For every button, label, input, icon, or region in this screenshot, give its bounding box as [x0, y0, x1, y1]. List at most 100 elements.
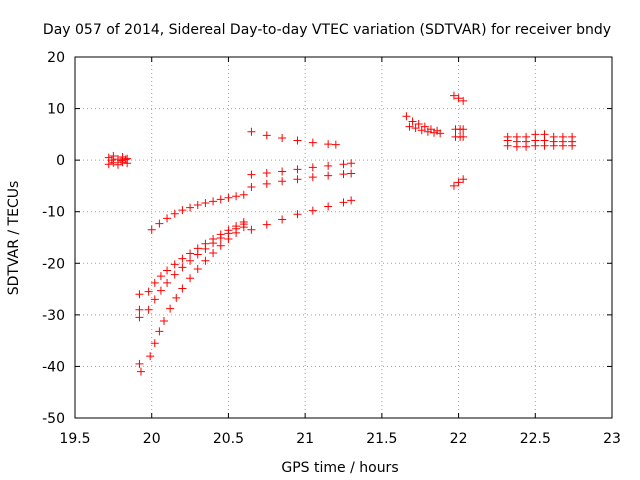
data-point — [247, 170, 256, 179]
series-arc-lower-mid — [144, 220, 248, 314]
data-point — [324, 171, 333, 180]
data-point — [156, 286, 165, 295]
series-segment-m5 — [247, 169, 356, 191]
data-point — [247, 182, 256, 191]
data-point — [531, 141, 540, 150]
data-point — [163, 266, 172, 275]
data-point — [209, 239, 218, 248]
ticks-layer: 19.5 20 20.5 21 21.5 22 22.5 23 20 10 0 -10 -20 -30 -4… — [42, 50, 621, 447]
data-point — [293, 210, 302, 219]
y-tick-label: -10 — [42, 205, 65, 221]
data-point — [201, 256, 210, 265]
data-point — [459, 132, 468, 141]
x-tick-label: 20 — [143, 431, 161, 447]
data-point — [224, 193, 233, 202]
data-point — [459, 96, 468, 105]
x-tick-label: 21.5 — [366, 431, 397, 447]
data-point — [150, 278, 159, 287]
data-point — [224, 235, 233, 244]
x-tick-label: 19.5 — [59, 431, 90, 447]
data-point — [156, 272, 165, 281]
data-point — [293, 136, 302, 145]
data-point — [155, 219, 164, 228]
data-point — [178, 263, 187, 272]
data-point — [568, 141, 577, 150]
data-point — [201, 244, 210, 253]
data-point — [155, 327, 164, 336]
data-point — [209, 248, 218, 257]
y-tick-label: -50 — [42, 411, 65, 427]
series-segment-m3 — [247, 159, 356, 179]
data-point — [417, 126, 426, 135]
data-point — [408, 117, 417, 126]
data-point — [247, 225, 256, 234]
data-point — [135, 305, 144, 314]
data-point — [104, 160, 113, 169]
data-point — [262, 179, 271, 188]
data-point — [278, 177, 287, 186]
series-cluster-22.0 — [449, 91, 468, 190]
data-point — [135, 290, 144, 299]
data-point — [239, 223, 248, 232]
data-point — [216, 234, 225, 243]
data-point — [170, 209, 179, 218]
data-point — [170, 270, 179, 279]
data-point — [150, 339, 159, 348]
data-point — [186, 274, 195, 283]
data-point — [107, 156, 116, 165]
data-point — [449, 91, 458, 100]
data-point — [121, 155, 130, 164]
data-point — [454, 94, 463, 103]
data-point — [411, 124, 420, 133]
data-point — [308, 138, 317, 147]
data-point — [123, 159, 132, 168]
x-tick-label: 23 — [603, 431, 621, 447]
data-point — [423, 127, 432, 136]
data-point — [339, 170, 348, 179]
data-point — [503, 141, 512, 150]
data-point — [144, 287, 153, 296]
data-point — [459, 175, 468, 184]
data-point — [558, 141, 567, 150]
data-point — [339, 198, 348, 207]
data-point — [186, 203, 195, 212]
data-point — [209, 197, 218, 206]
data-point — [549, 141, 558, 150]
data-point — [402, 112, 411, 121]
series-cluster-22.5 — [503, 130, 577, 151]
y-tick-label: 20 — [47, 50, 65, 66]
x-tick-label: 22.5 — [520, 431, 551, 447]
series-arc-bottom — [146, 223, 248, 361]
data-point — [178, 206, 187, 215]
data-point — [436, 129, 445, 138]
data-point — [324, 202, 333, 211]
data-point — [178, 254, 187, 263]
data-point — [347, 196, 356, 205]
data-point — [262, 131, 271, 140]
x-tick-label: 20.5 — [213, 431, 244, 447]
y-tick-label: 0 — [56, 153, 65, 169]
data-point — [247, 127, 256, 136]
data-point — [324, 161, 333, 170]
data-point — [201, 198, 210, 207]
data-point — [512, 142, 521, 151]
data-point — [430, 128, 439, 137]
data-point — [522, 142, 531, 151]
data-point — [163, 214, 172, 223]
data-point — [459, 125, 468, 134]
series-cluster-19.8 — [104, 152, 132, 169]
data-point — [347, 159, 356, 168]
data-point — [186, 256, 195, 265]
data-point — [216, 241, 225, 250]
data-point — [308, 206, 317, 215]
x-axis-label: GPS time / hours — [281, 460, 398, 476]
data-point — [454, 178, 463, 187]
data-point — [232, 228, 241, 237]
data-point — [278, 215, 287, 224]
y-tick-label: -40 — [42, 359, 65, 375]
data-point — [193, 250, 202, 259]
data-point — [308, 163, 317, 172]
data-point — [216, 195, 225, 204]
data-point — [293, 165, 302, 174]
